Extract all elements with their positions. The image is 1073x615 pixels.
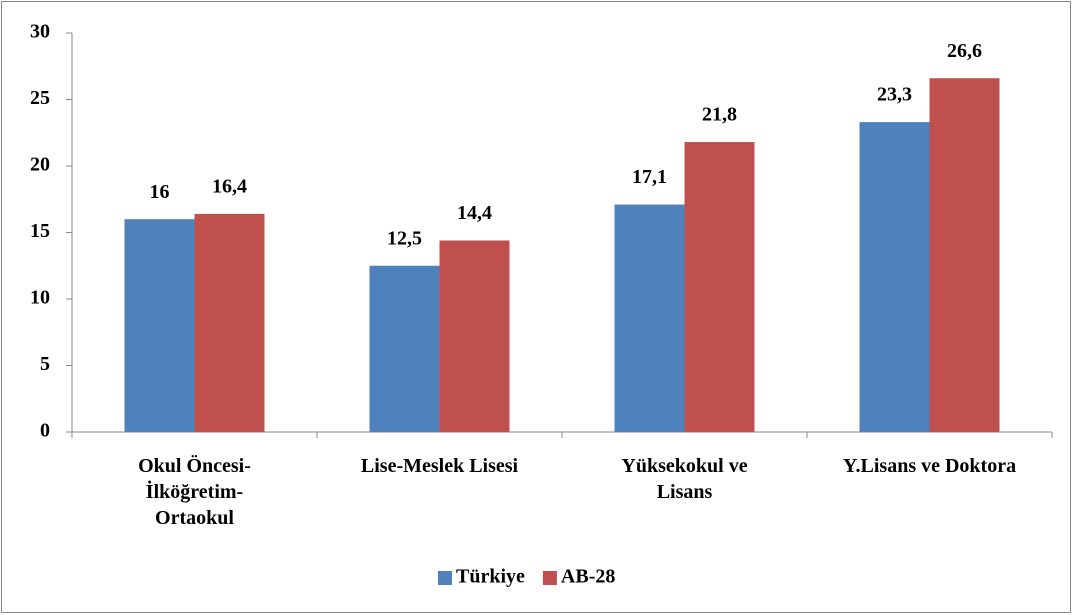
data-label: 16,4 xyxy=(212,175,247,197)
data-label: 26,6 xyxy=(947,40,982,62)
bar xyxy=(194,213,265,432)
y-tick-label: 10 xyxy=(30,287,50,309)
data-label: 12,5 xyxy=(387,227,422,249)
x-tick-label: Lise-Meslek Lisesi xyxy=(360,455,519,477)
data-label: 17,1 xyxy=(632,166,667,188)
x-tick-label: Okul Öncesi-İlköğretim-Ortaokul xyxy=(138,455,251,529)
bar xyxy=(124,219,195,432)
data-label: 16 xyxy=(150,181,170,203)
bar xyxy=(439,240,510,432)
x-tick-label: Y.Lisans ve Doktora xyxy=(842,455,1017,477)
data-label: 23,3 xyxy=(877,84,912,106)
y-tick-label: 20 xyxy=(30,154,50,176)
y-tick-label: 5 xyxy=(40,353,50,375)
y-tick-label: 25 xyxy=(30,87,50,109)
data-label: 14,4 xyxy=(457,202,492,224)
bar xyxy=(684,142,755,432)
x-tick-label: Yüksekokul ve Lisans xyxy=(621,455,748,503)
legend-swatch xyxy=(438,571,452,585)
data-label: 21,8 xyxy=(702,104,737,126)
y-tick-label: 30 xyxy=(30,21,50,43)
y-tick-label: 15 xyxy=(30,220,50,242)
bar xyxy=(614,204,685,432)
legend-swatch xyxy=(542,571,557,585)
legend-label: AB-28 xyxy=(561,566,615,588)
legend-label: Türkiye xyxy=(456,566,525,588)
y-tick-label: 0 xyxy=(40,420,50,442)
bar xyxy=(859,122,930,433)
bar xyxy=(929,78,1000,432)
bar xyxy=(369,265,440,432)
